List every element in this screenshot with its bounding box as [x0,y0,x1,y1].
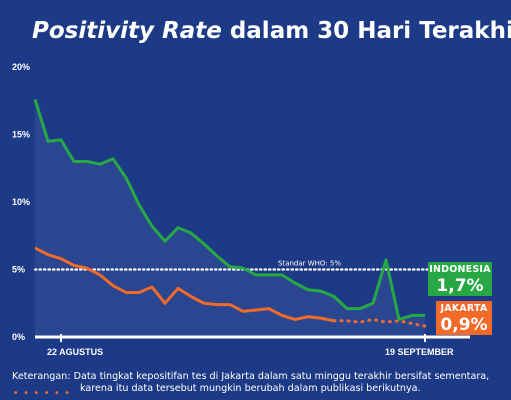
y-tick-label: 20% [12,62,30,72]
indonesia-callout: INDONESIA 1,7% [428,262,492,296]
indonesia-callout-value: 1,7% [436,276,484,296]
provisional-legend-mark: • • • • • • [14,388,71,399]
footnote-line-1: Keterangan: Data tingkat kepositifan tes… [12,371,490,382]
chart-title: Positivity Rate dalam 30 Hari Terakhir [32,18,511,44]
who-reference-label: Standar WHO: 5% [278,260,341,268]
jakarta-callout-value: 0,9% [440,315,488,335]
y-tick-label: 5% [12,265,25,275]
x-tick-label: 22 AGUSTUS [47,347,103,357]
y-tick-label: 0% [12,332,25,342]
chart-title-rest: dalam 30 Hari Terakhir [221,18,511,44]
x-tick-label: 19 SEPTEMBER [385,347,454,357]
jakarta-provisional-line [332,317,427,328]
indonesia-callout-name: INDONESIA [429,264,491,275]
chart-title-italic: Positivity Rate [32,18,222,44]
jakarta-callout-name: JAKARTA [440,303,488,314]
jakarta-series-line [34,246,335,323]
y-tick-label: 10% [12,197,30,207]
footnote-line-2: karena itu data tersebut mungkin berubah… [80,383,421,394]
indonesia-area [35,99,425,338]
footnote: Keterangan: Data tingkat kepositifan tes… [12,371,489,395]
y-tick-label: 15% [12,130,30,140]
jakarta-callout: JAKARTA 0,9% [436,301,492,335]
indonesia-series-line [33,98,425,321]
